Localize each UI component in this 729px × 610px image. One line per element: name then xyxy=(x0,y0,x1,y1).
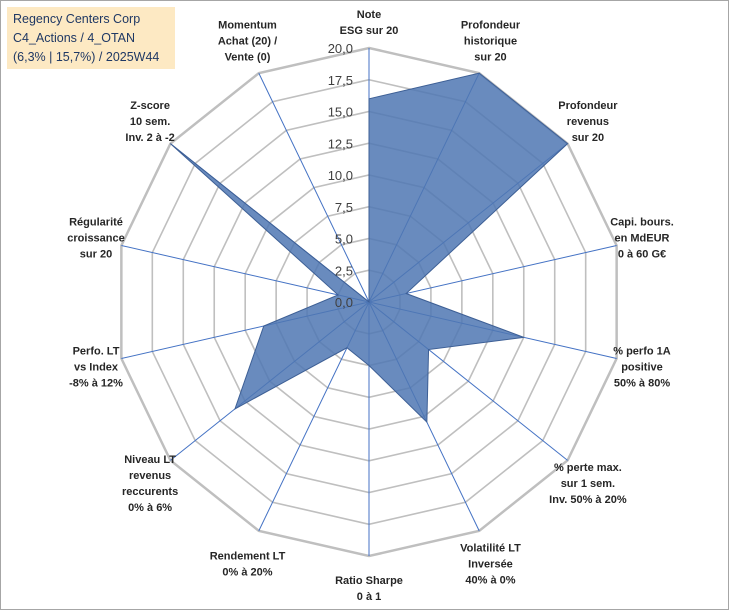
axis-label: Note ESG sur 20 xyxy=(340,9,399,37)
axis-label: Perfo. LT vs Index -8% à 12% xyxy=(69,346,123,390)
tick-label: 5,0 xyxy=(335,232,353,247)
series-area xyxy=(170,72,569,424)
title-category: C4_Actions / 4_OTAN xyxy=(13,31,136,45)
axis-label: Momentum Achat (20) / Vente (0) xyxy=(218,20,277,64)
tick-label: 2,5 xyxy=(335,263,353,278)
axis-label: Rendement LT 0% à 20% xyxy=(210,550,286,578)
tick-label: 12,5 xyxy=(328,136,353,151)
axis-label: Profondeur revenus sur 20 xyxy=(558,100,618,144)
tick-label: 20,0 xyxy=(328,41,353,56)
tick-label: 15,0 xyxy=(328,105,353,120)
axis-label: Régularité croissance sur 20 xyxy=(67,216,124,260)
tick-label: 17,5 xyxy=(328,73,353,88)
axis-label: Z-score 10 sem. Inv. 2 à -2 xyxy=(125,100,174,144)
axis-label: Capi. bours. en MdEUR 0 à 60 G€ xyxy=(610,216,674,260)
title-company: Regency Centers Corp xyxy=(13,12,141,26)
tick-label: 7,5 xyxy=(335,200,353,215)
tick-label: 0,0 xyxy=(335,295,353,310)
axis-label: Volatilité LT Inversée 40% à 0% xyxy=(460,542,521,586)
chart-title-box: Regency Centers Corp C4_Actions / 4_OTAN… xyxy=(7,7,175,69)
axis-label: Niveau LT revenus reccurents 0% à 6% xyxy=(122,454,178,514)
axis-label: Profondeur historique sur 20 xyxy=(461,20,521,64)
axis-label: % perte max. sur 1 sem. Inv. 50% à 20% xyxy=(549,462,627,506)
title-stats: (6,3% | 15,7%) / 2025W44 xyxy=(13,50,160,64)
axis-spoke xyxy=(121,244,370,303)
axis-spoke xyxy=(258,72,370,303)
axis-spoke xyxy=(368,244,617,303)
axis-label: % perfo 1A positive 50% à 80% xyxy=(613,346,671,390)
tick-label: 10,0 xyxy=(328,168,353,183)
axis-label: Ratio Sharpe 0 à 1 xyxy=(335,575,403,603)
